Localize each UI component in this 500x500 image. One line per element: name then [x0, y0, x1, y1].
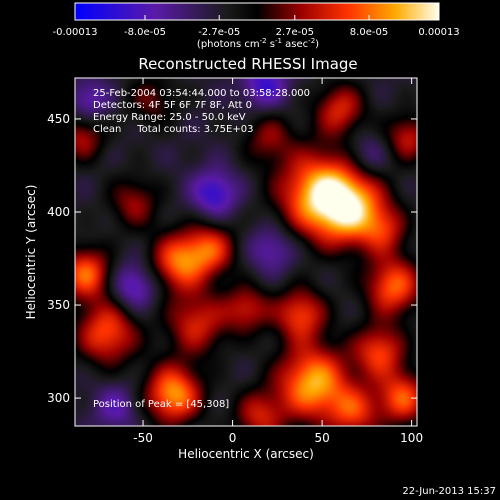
x-tick-label: 100	[400, 431, 423, 445]
timestamp: 22-Jun-2013 15:37	[402, 486, 496, 497]
x-tick-label: 50	[314, 431, 329, 445]
x-tick-label: 0	[229, 431, 237, 445]
info-line-1: 25-Feb-2004 03:54:44.000 to 03:58:28.000	[93, 88, 310, 99]
y-tick-label: 350	[47, 298, 70, 312]
info-line-4: Clean Total counts: 3.75E+03	[93, 124, 253, 135]
plot-frame	[74, 77, 418, 427]
y-tick-label: 400	[47, 205, 70, 219]
x-tick-label: -50	[133, 431, 153, 445]
chart-title: Reconstructed RHESSI Image	[138, 55, 357, 73]
colorbar-tick-label: -8.0e-05	[124, 27, 166, 38]
peak-position-label: Position of Peak = [45,308]	[93, 399, 229, 410]
y-axis-label: Heliocentric Y (arcsec)	[24, 185, 38, 320]
info-line-3: Energy Range: 25.0 - 50.0 keV	[93, 112, 246, 123]
info-line-2: Detectors: 4F 5F 6F 7F 8F, Att 0	[93, 100, 252, 111]
colorbar-tick-label: -2.7e-05	[198, 27, 240, 38]
info-block: 25-Feb-2004 03:54:44.000 to 03:58:28.000…	[93, 88, 310, 135]
colorbar-tick-label: 2.7e-05	[276, 27, 314, 38]
x-axis-ticks: -50 0 50 100	[133, 78, 423, 445]
x-axis-label: Heliocentric X (arcsec)	[178, 447, 314, 461]
y-axis-ticks: 300 350 400 450	[47, 112, 417, 405]
colorbar-tick-label: -0.00013	[53, 27, 98, 38]
colorbar-units: (photons cm-2 s-1 asec-2)	[197, 37, 319, 50]
colorbar-tick-label: 8.0e-05	[350, 27, 388, 38]
colorbar	[74, 2, 440, 21]
y-tick-label: 300	[47, 391, 70, 405]
y-tick-label: 450	[47, 112, 70, 126]
heatmap-image	[75, 78, 417, 426]
colorbar-ticks: -0.00013 -8.0e-05 -2.7e-05 2.7e-05 8.0e-05 0.…	[53, 15, 460, 38]
colorbar-tick-label: 0.00013	[418, 27, 459, 38]
